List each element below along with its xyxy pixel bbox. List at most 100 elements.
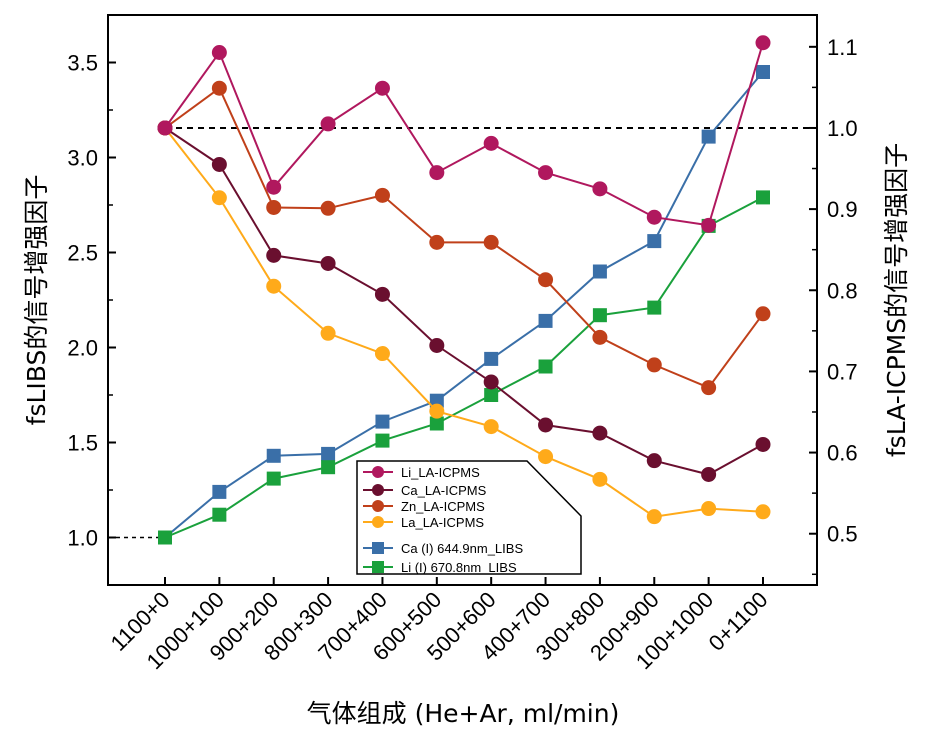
legend-label: Ca_LA-ICPMS: [401, 483, 487, 498]
data-point: [646, 357, 662, 373]
data-point: [647, 300, 662, 315]
data-point: [374, 80, 390, 96]
y-right-tick-label: 0.8: [827, 278, 858, 303]
data-point: [646, 209, 662, 225]
y-right-tick-label: 0.5: [827, 522, 858, 547]
data-point: [374, 346, 390, 362]
legend-label: Li_LA-ICPMS: [401, 465, 480, 480]
data-point: [483, 234, 499, 250]
data-point: [592, 181, 608, 197]
data-point: [320, 116, 336, 132]
data-point: [483, 419, 499, 435]
legend-swatch-marker: [372, 484, 384, 496]
data-point: [701, 217, 717, 233]
data-point: [538, 165, 554, 181]
data-point: [483, 135, 499, 151]
legend-swatch-marker: [372, 561, 384, 573]
series-line: [164, 71, 764, 539]
data-point: [755, 436, 771, 452]
data-point: [592, 308, 607, 323]
data-point: [429, 403, 445, 419]
legend-box: [356, 460, 582, 575]
data-point: [646, 509, 662, 525]
data-point: [701, 501, 717, 517]
data-point: [266, 471, 281, 486]
axes: 1.01.52.02.53.03.50.50.60.70.80.91.01.11…: [67, 35, 857, 674]
data-point: [755, 306, 771, 322]
legend-item: Ca_LA-ICPMS: [363, 483, 487, 498]
legend-item: La_LA-ICPMS: [363, 515, 484, 530]
data-point: [756, 190, 770, 205]
series-line: [164, 127, 764, 518]
data-point: [321, 460, 336, 475]
series-Li_LA-ICPMS: [157, 35, 771, 233]
data-point: [646, 453, 662, 469]
legend-swatch-marker: [372, 466, 384, 478]
data-point: [429, 416, 444, 431]
data-point: [321, 446, 336, 461]
data-point: [211, 80, 227, 96]
data-point: [429, 234, 445, 250]
data-point: [266, 278, 282, 294]
legend-label: Zn_LA-ICPMS: [401, 499, 485, 514]
data-point: [592, 471, 608, 487]
y-left-tick-label: 2.5: [67, 241, 98, 266]
data-point: [266, 179, 282, 195]
data-point: [592, 329, 608, 345]
series-line: [164, 42, 764, 227]
series-line: [164, 86, 764, 389]
y-axis-left-title: fsLIBS的信号增强因子: [22, 175, 51, 426]
legend-label: La_LA-ICPMS: [401, 515, 484, 530]
y-axis-right-title: fsLA-ICPMS的信号增强因子: [882, 143, 911, 457]
y-right-tick-label: 0.9: [827, 197, 858, 222]
data-point: [320, 200, 336, 216]
data-point: [212, 507, 227, 522]
data-point: [157, 120, 173, 136]
legend-swatch-marker: [372, 500, 384, 512]
data-point: [266, 199, 282, 215]
series-line: [164, 127, 764, 476]
y-right-tick-label: 0.7: [827, 359, 858, 384]
data-point: [538, 313, 553, 328]
series-Zn_LA-ICPMS: [157, 80, 771, 396]
y-left-tick-label: 3.0: [67, 146, 98, 171]
data-point: [755, 35, 771, 51]
series-layer: [157, 35, 771, 545]
series-Ca (I) 644.9nm_LIBS: [158, 65, 770, 545]
data-point: [538, 272, 554, 288]
y-left-tick-label: 2.0: [67, 336, 98, 361]
legend-swatch-marker: [372, 542, 384, 554]
data-point: [701, 129, 716, 144]
y-left-tick-label: 1.5: [67, 431, 98, 456]
legend-item: Zn_LA-ICPMS: [363, 499, 485, 514]
legend-swatch-marker: [372, 516, 384, 528]
y-right-tick-label: 1.1: [827, 35, 858, 60]
data-point: [701, 466, 717, 482]
data-point: [266, 448, 281, 463]
series-line: [164, 196, 764, 539]
data-point: [211, 156, 227, 172]
data-point: [212, 484, 227, 499]
data-point: [592, 425, 608, 441]
y-left-tick-label: 1.0: [67, 526, 98, 551]
data-point: [538, 449, 554, 465]
data-point: [701, 380, 717, 396]
data-point: [211, 44, 227, 60]
data-point: [755, 504, 771, 520]
legend-label: Li (I) 670.8nm_LIBS: [401, 560, 517, 575]
legend-item: Li (I) 670.8nm_LIBS: [363, 560, 517, 575]
legend: Li_LA-ICPMS Ca_LA-ICPMSZn_LA-ICPMSLa_LA-I…: [356, 460, 582, 575]
y-right-tick-label: 0.6: [827, 441, 858, 466]
data-point: [320, 325, 336, 341]
data-point: [538, 417, 554, 433]
data-point: [429, 337, 445, 353]
data-point: [484, 351, 499, 366]
data-point: [756, 65, 770, 79]
data-point: [647, 234, 662, 249]
data-point: [429, 393, 444, 408]
legend-item: Ca (I) 644.9nm_LIBS: [363, 541, 523, 556]
y-left-tick-label: 3.5: [67, 51, 98, 76]
data-point: [538, 359, 553, 374]
data-point: [320, 255, 336, 271]
